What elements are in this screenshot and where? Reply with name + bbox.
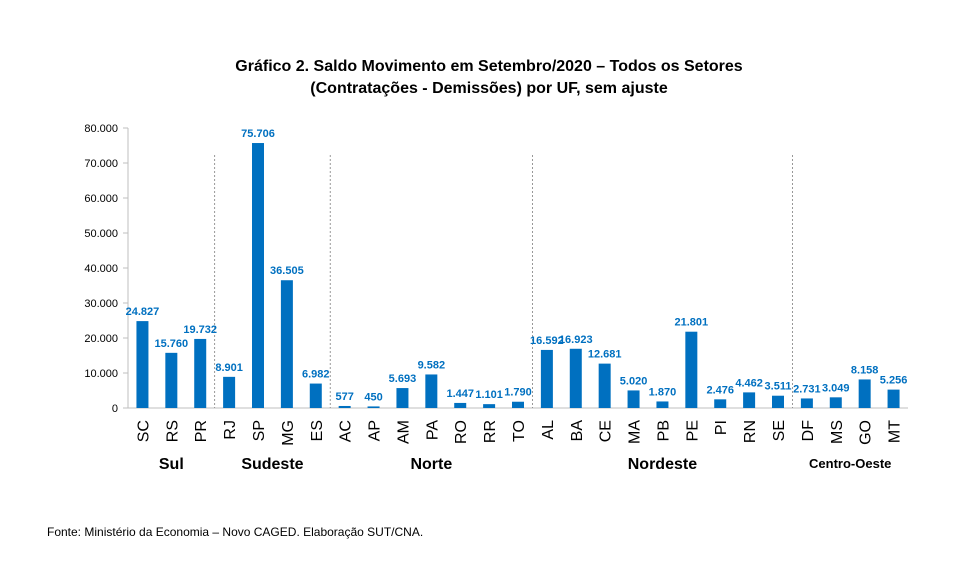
- x-tick-label: PI: [713, 420, 730, 435]
- data-label: 2.731: [793, 383, 821, 395]
- chart-title-line1: Gráfico 2. Saldo Movimento em Setembro/2…: [235, 58, 743, 75]
- region-label: Norte: [410, 456, 452, 473]
- bar-sp: [252, 143, 264, 409]
- bar-ce: [598, 363, 611, 408]
- data-label: 577: [335, 391, 353, 403]
- bar-ap: [367, 406, 380, 408]
- bar-to: [512, 401, 524, 408]
- source-note: Fonte: Ministério da Economia – Novo CAG…: [47, 525, 424, 539]
- data-label: 5.256: [880, 375, 908, 387]
- data-label: 6.982: [302, 369, 330, 381]
- y-tick-label: 50.000: [84, 228, 118, 240]
- x-tick-label: BA: [569, 420, 586, 442]
- data-label: 16.592: [530, 335, 564, 347]
- x-tick-label: CE: [598, 420, 615, 442]
- y-tick-label: 0: [112, 403, 118, 415]
- x-tick-label: TO: [511, 420, 528, 442]
- data-label: 3.049: [822, 382, 850, 394]
- data-label: 5.020: [620, 375, 648, 387]
- y-tick-label: 20.000: [84, 333, 118, 345]
- chart-title-line2: (Contratações - Demissões) por UF, sem a…: [310, 80, 668, 97]
- x-tick-label: AC: [338, 420, 355, 442]
- bar-ba: [569, 348, 582, 408]
- x-tick-label: PB: [655, 420, 672, 441]
- x-tick-label: DF: [800, 420, 817, 442]
- bar-rs: [165, 352, 178, 408]
- data-label: 1.101: [475, 389, 503, 401]
- bar-pr: [194, 338, 207, 408]
- bar-ms: [829, 397, 842, 408]
- bar-rn: [743, 392, 756, 408]
- data-label: 5.693: [389, 373, 417, 385]
- bar-pe: [685, 331, 698, 408]
- x-tick-label: AP: [367, 420, 384, 441]
- x-tick-label: ES: [309, 420, 326, 441]
- y-tick-label: 80.000: [84, 123, 118, 135]
- bar-se: [772, 395, 784, 408]
- x-tick-label: RO: [453, 420, 470, 444]
- x-tick-label: RS: [164, 420, 181, 442]
- data-label: 4.462: [735, 377, 763, 389]
- x-tick-label: SE: [771, 420, 788, 441]
- x-tick-label: MA: [627, 420, 644, 444]
- bar-mt: [887, 389, 900, 408]
- x-tick-label: AL: [540, 420, 557, 440]
- data-label: 36.505: [270, 265, 304, 277]
- data-label: 16.923: [559, 334, 593, 346]
- data-label: 15.760: [155, 338, 189, 350]
- data-label: 24.827: [126, 306, 160, 318]
- data-label: 1.870: [649, 386, 677, 398]
- data-label: 1.790: [504, 387, 532, 399]
- bar-pi: [714, 399, 727, 408]
- y-tick-label: 10.000: [84, 368, 118, 380]
- bar-ma: [627, 390, 640, 408]
- bar-ro: [454, 402, 467, 408]
- data-label: 3.511: [765, 381, 792, 393]
- bar-sc: [136, 321, 149, 408]
- bar-pb: [656, 401, 669, 408]
- x-tick-label: SC: [135, 420, 152, 442]
- data-label: 8.901: [215, 362, 243, 374]
- region-label: Nordeste: [628, 456, 697, 473]
- y-tick-label: 70.000: [84, 158, 118, 170]
- bar-rr: [483, 404, 496, 408]
- y-tick-label: 60.000: [84, 193, 118, 205]
- data-label: 19.732: [183, 324, 217, 336]
- x-tick-label: RR: [482, 420, 499, 443]
- x-tick-label: MT: [887, 420, 904, 443]
- x-tick-label: PE: [684, 420, 701, 441]
- bar-pa: [425, 374, 438, 408]
- data-label: 9.582: [418, 359, 446, 371]
- data-label: 8.158: [851, 364, 879, 376]
- data-label: 75.706: [241, 128, 275, 140]
- x-tick-label: PR: [193, 420, 210, 442]
- x-tick-label: MG: [280, 420, 297, 446]
- region-label: Sudeste: [241, 456, 303, 473]
- x-tick-label: AM: [395, 420, 412, 444]
- x-tick-label: RJ: [222, 420, 239, 440]
- data-label: 450: [364, 391, 382, 403]
- bar-es: [309, 383, 322, 408]
- data-label: 1.447: [446, 388, 474, 400]
- bar-ac: [338, 405, 351, 408]
- bar-mg: [280, 280, 293, 408]
- bar-am: [396, 388, 409, 408]
- data-label: 2.476: [706, 384, 734, 396]
- y-tick-label: 40.000: [84, 263, 118, 275]
- region-label: Centro-Oeste: [809, 456, 891, 471]
- bar-rj: [223, 376, 236, 408]
- x-tick-label: MS: [829, 420, 846, 444]
- x-tick-label: GO: [858, 420, 875, 445]
- data-label: 12.681: [588, 349, 622, 361]
- x-tick-label: SP: [251, 420, 268, 441]
- bar-df: [800, 398, 813, 408]
- bar-al: [540, 349, 553, 408]
- bar-go: [858, 379, 871, 408]
- x-tick-label: PA: [424, 420, 441, 440]
- data-label: 21.801: [675, 317, 709, 329]
- x-tick-label: RN: [742, 420, 759, 443]
- region-label: Sul: [159, 456, 184, 473]
- y-tick-label: 30.000: [84, 298, 118, 310]
